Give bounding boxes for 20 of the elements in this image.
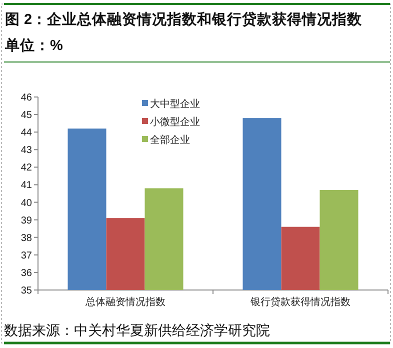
legend-label: 大中型企业	[150, 98, 200, 110]
y-tick-label: 40	[20, 198, 32, 209]
y-tick-label: 36	[20, 268, 32, 279]
legend-label: 小微型企业	[150, 116, 200, 128]
chart-subtitle: 单位：%	[4, 37, 63, 54]
legend-label: 全部企业	[150, 134, 190, 146]
y-tick-label: 43	[20, 145, 32, 156]
y-tick-label: 38	[20, 232, 32, 244]
y-tick-label: 45	[20, 110, 32, 122]
x-tick-label: 总体融资情况指数	[84, 296, 166, 308]
y-tick-label: 41	[20, 180, 32, 192]
y-tick-label: 39	[20, 215, 32, 226]
source-note: 数据来源：中关村华夏新供给经济学研究院	[4, 322, 270, 338]
x-tick-label: 银行贷款获得情况指数	[250, 296, 350, 308]
y-tick-label: 37	[20, 250, 32, 262]
y-tick-label: 44	[20, 128, 32, 139]
y-tick-label: 35	[20, 286, 32, 296]
y-tick-label: 46	[20, 92, 32, 104]
y-tick-label: 42	[20, 162, 32, 174]
chart-title: 图 2：企业总体融资情况指数和银行贷款获得情况指数	[5, 11, 364, 28]
